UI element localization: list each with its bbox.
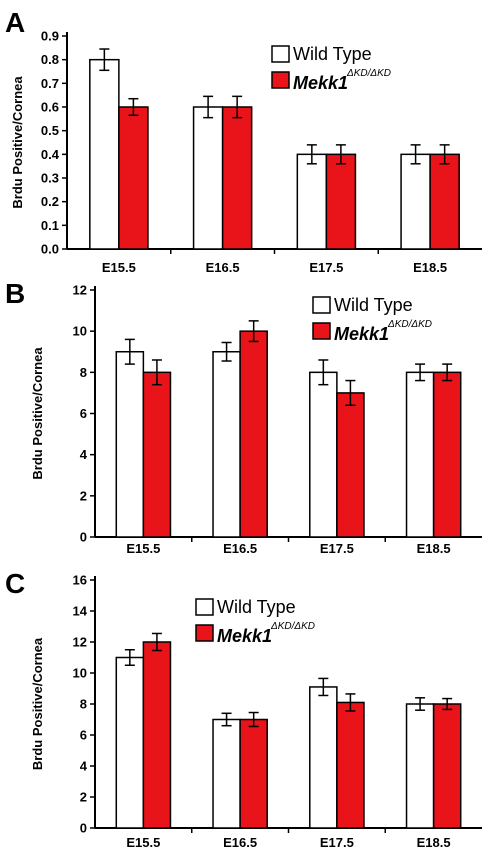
legend-swatch-wild-type <box>312 296 331 314</box>
legend-label-superscript: ΔKD/ΔKD <box>346 68 391 79</box>
y-tick-label: 16 <box>73 573 87 588</box>
bar-wild-type <box>115 351 145 538</box>
legend-swatch-mutant <box>195 624 214 642</box>
legend-label-mutant: Mekk1 <box>217 626 272 646</box>
y-tick-label: 0 <box>80 530 87 545</box>
bar-mutant <box>336 392 365 538</box>
y-tick-label: 0.3 <box>41 171 59 186</box>
legend-label-wild-type: Wild Type <box>217 597 296 617</box>
y-tick-label: 4 <box>80 759 88 774</box>
bar-mutant <box>336 701 365 829</box>
bar-mutant <box>429 153 460 250</box>
x-tick-label: E15.5 <box>102 260 136 275</box>
y-tick-label: 12 <box>73 283 87 298</box>
y-axis-label: Brdu Positive/Cornea <box>10 76 25 209</box>
bar-mutant <box>142 641 172 829</box>
legend-swatch-wild-type <box>271 45 290 63</box>
x-tick-label: E17.5 <box>309 260 343 275</box>
legend-label-wild-type: Wild Type <box>293 44 372 64</box>
legend-swatch-wild-type <box>195 598 214 616</box>
bar-mutant <box>239 330 268 538</box>
x-tick-label: E15.5 <box>126 835 160 850</box>
x-tick-label: E16.5 <box>223 835 257 850</box>
x-tick-label: E16.5 <box>206 260 240 275</box>
legend-label-superscript: ΔKD/ΔKD <box>270 621 315 632</box>
bar-wild-type <box>405 703 435 829</box>
bar-wild-type <box>309 686 338 829</box>
y-axis-label: Brdu Positive/Cornea <box>30 347 45 480</box>
legend-swatch-mutant <box>312 322 331 340</box>
y-tick-label: 12 <box>73 635 87 650</box>
y-tick-label: 0.4 <box>41 147 60 162</box>
bar-wild-type <box>309 371 338 538</box>
panel-label: B <box>5 278 25 309</box>
bar-mutant <box>432 371 462 538</box>
y-tick-label: 0.7 <box>41 76 59 91</box>
bar-wild-type <box>296 153 328 250</box>
x-tick-label: E15.5 <box>126 541 160 556</box>
legend-label-wild-type: Wild Type <box>334 295 413 315</box>
x-tick-label: E17.5 <box>320 835 354 850</box>
y-tick-label: 8 <box>80 697 87 712</box>
y-tick-label: 6 <box>80 728 87 743</box>
bar-wild-type <box>89 58 120 250</box>
bar-mutant <box>239 718 268 829</box>
panel-label: C <box>5 568 25 599</box>
bar-wild-type <box>192 106 224 250</box>
legend-label-mutant: Mekk1 <box>293 73 348 93</box>
y-tick-label: 2 <box>80 790 87 805</box>
y-tick-label: 0.5 <box>41 123 59 138</box>
y-tick-label: 8 <box>80 365 87 380</box>
bar-wild-type <box>405 371 435 538</box>
panel-label: A <box>5 7 25 38</box>
bar-wild-type <box>400 153 431 250</box>
y-tick-label: 0.6 <box>41 100 59 115</box>
bar-wild-type <box>212 718 241 829</box>
y-tick-label: 0.8 <box>41 52 59 67</box>
bar-wild-type <box>212 351 241 538</box>
y-axis-label: Brdu Positive/Cornea <box>30 637 45 770</box>
y-tick-label: 6 <box>80 406 87 421</box>
legend-swatch-mutant <box>271 71 290 89</box>
y-tick-label: 14 <box>73 604 88 619</box>
bar-mutant <box>221 106 253 250</box>
x-tick-label: E17.5 <box>320 541 354 556</box>
legend-label-superscript: ΔKD/ΔKD <box>387 319 432 330</box>
x-tick-label: E16.5 <box>223 541 257 556</box>
x-tick-label: E18.5 <box>417 835 451 850</box>
bar-mutant <box>142 371 172 538</box>
bar-mutant <box>432 703 462 829</box>
bar-mutant <box>118 106 149 250</box>
bar-mutant <box>325 153 357 250</box>
y-tick-label: 0.0 <box>41 242 59 257</box>
y-tick-label: 0.9 <box>41 29 59 44</box>
x-tick-label: E18.5 <box>413 260 447 275</box>
x-tick-label: E18.5 <box>417 541 451 556</box>
y-tick-label: 0 <box>80 821 87 836</box>
y-tick-label: 10 <box>73 666 87 681</box>
bar-wild-type <box>115 656 145 829</box>
y-tick-label: 0.2 <box>41 194 59 209</box>
y-tick-label: 10 <box>73 324 87 339</box>
y-tick-label: 0.1 <box>41 218 59 233</box>
y-tick-label: 4 <box>80 447 88 462</box>
legend-label-mutant: Mekk1 <box>334 324 389 344</box>
y-tick-label: 2 <box>80 488 87 503</box>
